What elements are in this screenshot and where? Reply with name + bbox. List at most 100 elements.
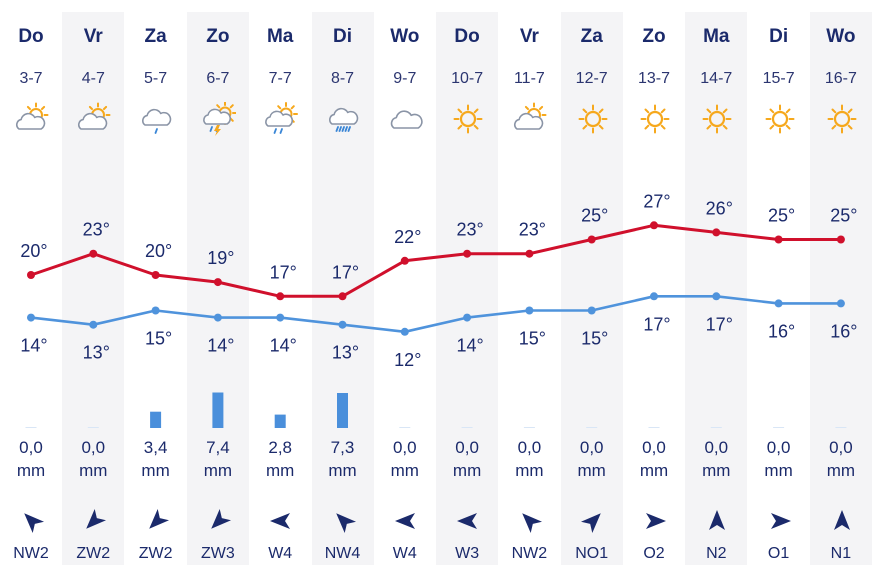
day-column[interactable]: Di 15-7 0,0 mm O1 bbox=[748, 12, 810, 565]
precipitation: 0,0 mm bbox=[62, 436, 124, 482]
day-date: 7-7 bbox=[268, 70, 292, 87]
precipitation-amount: 0,0 bbox=[81, 438, 106, 457]
precipitation-unit: mm bbox=[515, 461, 544, 480]
day-name: Za bbox=[580, 26, 603, 47]
day-date: 6-7 bbox=[206, 70, 230, 87]
day-column[interactable]: Do 10-7 0,0 mm W3 bbox=[436, 12, 499, 565]
precipitation: 0,0 mm bbox=[623, 436, 685, 482]
day-name: Za bbox=[144, 26, 167, 47]
day-column[interactable]: Di 8-7 7,3 mm NW4 bbox=[311, 12, 374, 565]
wind-direction-arrow-icon bbox=[268, 508, 294, 534]
wind-label: O2 bbox=[643, 545, 665, 562]
precipitation-unit: mm bbox=[203, 461, 233, 480]
day-date: 4-7 bbox=[81, 70, 105, 87]
wind-direction-arrow-icon bbox=[206, 508, 232, 534]
wind-label: NW2 bbox=[13, 545, 49, 562]
wind-label: NO1 bbox=[575, 545, 609, 562]
day-column[interactable]: Wo 16-7 0,0 mm N1 bbox=[809, 12, 872, 565]
day-name: Ma bbox=[266, 26, 294, 47]
sun-icon bbox=[700, 102, 734, 136]
day-date: 14-7 bbox=[700, 70, 733, 87]
day-name: Vr bbox=[83, 26, 103, 47]
day-name: Zo bbox=[642, 26, 666, 47]
day-name: Di bbox=[769, 26, 789, 47]
precipitation-amount: 0,0 bbox=[829, 438, 853, 457]
precipitation: 0,0 mm bbox=[561, 436, 623, 482]
day-column[interactable]: Vr 4-7 0,0 mm ZW2 bbox=[62, 12, 125, 565]
precipitation-unit: mm bbox=[328, 461, 357, 480]
wind-label: NW2 bbox=[511, 545, 548, 562]
precipitation: 0,0 mm bbox=[748, 436, 810, 482]
day-name: Di bbox=[333, 26, 352, 47]
precipitation-unit: mm bbox=[79, 461, 108, 480]
day-column[interactable]: Za 5-7 3,4 mm ZW2 bbox=[125, 12, 187, 565]
partly-cloudy-icon bbox=[77, 102, 111, 136]
wind-label: N2 bbox=[706, 545, 727, 562]
precipitation: 0,0 mm bbox=[374, 436, 436, 482]
precipitation: 3,4 mm bbox=[125, 436, 187, 482]
precipitation-amount: 7,4 bbox=[206, 438, 230, 457]
precipitation-unit: mm bbox=[577, 461, 606, 480]
precipitation-unit: mm bbox=[16, 461, 46, 480]
day-column[interactable]: Vr 11-7 0,0 mm NW2 bbox=[498, 12, 560, 565]
wind-direction-arrow-icon bbox=[331, 508, 357, 534]
day-date: 15-7 bbox=[762, 70, 795, 87]
day-column[interactable]: Ma 14-7 0,0 mm N2 bbox=[685, 12, 748, 565]
precipitation-amount: 0,0 bbox=[455, 438, 479, 457]
precipitation-unit: mm bbox=[826, 461, 856, 480]
precipitation-unit: mm bbox=[266, 461, 295, 480]
precipitation: 0,0 mm bbox=[436, 436, 498, 482]
wind-label: ZW2 bbox=[76, 545, 111, 562]
wind-direction-arrow-icon bbox=[455, 508, 481, 534]
partly-cloudy-icon bbox=[15, 102, 49, 136]
wind-direction-arrow-icon bbox=[642, 508, 668, 534]
precipitation-unit: mm bbox=[639, 461, 669, 480]
wind-direction-arrow-icon bbox=[19, 508, 45, 534]
wind-direction-arrow-icon bbox=[517, 508, 543, 534]
day-name: Zo bbox=[206, 26, 230, 47]
day-name: Ma bbox=[703, 26, 730, 47]
wind-direction-arrow-icon bbox=[704, 508, 730, 534]
day-date: 9-7 bbox=[393, 70, 417, 87]
precipitation-amount: 0,0 bbox=[704, 438, 729, 457]
precipitation-amount: 0,0 bbox=[517, 438, 542, 457]
day-date: 11-7 bbox=[513, 70, 545, 87]
sun-icon bbox=[451, 102, 485, 136]
precipitation-amount: 0,0 bbox=[579, 438, 604, 457]
partly-cloudy-icon bbox=[513, 102, 547, 136]
sun-icon bbox=[576, 102, 610, 136]
wind-label: W4 bbox=[268, 545, 293, 562]
day-date: 16-7 bbox=[824, 70, 857, 87]
precipitation-amount: 0,0 bbox=[19, 438, 43, 457]
precipitation-amount: 2,8 bbox=[268, 438, 292, 457]
precipitation: 0,0 mm bbox=[685, 436, 747, 482]
precipitation: 7,3 mm bbox=[312, 436, 374, 482]
day-date: 12-7 bbox=[575, 70, 608, 87]
precipitation: 0,0 mm bbox=[498, 436, 560, 482]
precipitation: 2,8 mm bbox=[249, 436, 311, 482]
day-name: Wo bbox=[826, 26, 856, 47]
wind-label: ZW3 bbox=[201, 545, 235, 562]
day-column[interactable]: Zo 13-7 0,0 mm O2 bbox=[623, 12, 685, 565]
precipitation-amount: 0,0 bbox=[642, 438, 666, 457]
precipitation-unit: mm bbox=[141, 461, 170, 480]
wind-direction-arrow-icon bbox=[767, 508, 793, 534]
day-date: 10-7 bbox=[451, 70, 484, 87]
day-column[interactable]: Wo 9-7 0,0 mm W4 bbox=[374, 12, 436, 565]
cloudy-icon bbox=[389, 102, 423, 136]
wind-direction-arrow-icon bbox=[81, 508, 107, 534]
day-date: 5-7 bbox=[144, 70, 168, 87]
wind-label: W3 bbox=[455, 545, 480, 562]
day-column[interactable]: Do 3-7 0,0 mm NW2 bbox=[0, 12, 62, 565]
wind-direction-arrow-icon bbox=[144, 508, 170, 534]
precipitation-unit: mm bbox=[390, 461, 419, 480]
precipitation: 0,0 mm bbox=[0, 436, 62, 482]
sun-icon bbox=[763, 102, 797, 136]
day-column[interactable]: Ma 7-7 2,8 mm W4 bbox=[249, 12, 311, 565]
precipitation: 0,0 mm bbox=[810, 436, 872, 482]
day-column[interactable]: Zo 6-7 7,4 mm ZW3 bbox=[186, 12, 249, 565]
precipitation-amount: 3,4 bbox=[143, 438, 168, 457]
day-column[interactable]: Za 12-7 0,0 mm NO1 bbox=[560, 12, 623, 565]
precipitation: 7,4 mm bbox=[187, 436, 249, 482]
